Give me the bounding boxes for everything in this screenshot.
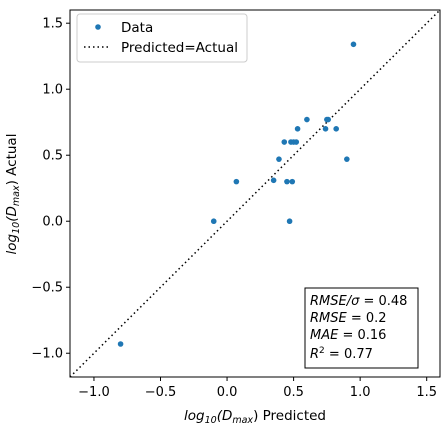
y-tick-label: −1.0: [31, 347, 63, 362]
x-axis-label: log10(Dmax) Predicted: [184, 408, 326, 426]
stats-r2: R2 = 0.77: [310, 346, 373, 362]
stats-box: RMSE/σ = 0.48 RMSE = 0.2 MAE = 0.16 R2 =…: [304, 287, 419, 369]
stats-rmse-sigma: RMSE/σ = 0.48: [310, 294, 407, 309]
data-point: [281, 139, 288, 145]
stats-mae: MAE = 0.16: [310, 328, 386, 343]
data-point: [294, 126, 301, 132]
x-tick-label: −1.0: [78, 385, 110, 400]
plot-frame: [69, 9, 441, 378]
x-tick-label: 0.5: [283, 385, 304, 400]
y-tick-label: 0.5: [42, 149, 63, 164]
data-points: [117, 41, 357, 347]
stats-rmse: RMSE = 0.2: [310, 311, 387, 326]
data-point: [293, 139, 300, 145]
y-axis-label: log10(Dmax) Actual: [4, 134, 22, 255]
data-point: [286, 218, 293, 225]
plot-area: [69, 9, 441, 378]
data-point: [344, 156, 350, 162]
y-axis-ticks: −1.0 −0.5 0.0 0.5 1.0 1.5: [31, 17, 70, 362]
data-point: [233, 178, 240, 185]
data-point: [304, 116, 310, 123]
x-tick-label: 0.0: [217, 385, 238, 400]
stats-frame: [304, 287, 419, 369]
data-point: [350, 41, 357, 48]
data-point: [284, 178, 290, 185]
legend-data-marker: [95, 24, 101, 30]
x-tick-label: −0.5: [145, 385, 177, 400]
x-tick-label: 1.5: [416, 385, 437, 400]
y-tick-label: 0.0: [42, 215, 63, 230]
legend-box: [76, 13, 248, 63]
y-tick-label: 1.5: [42, 17, 63, 32]
data-point: [325, 116, 332, 123]
legend-data-label: Data: [121, 20, 153, 36]
y-tick-label: −0.5: [31, 281, 63, 296]
x-tick-label: 1.0: [350, 385, 371, 400]
data-point: [289, 178, 296, 185]
data-point: [210, 218, 217, 225]
data-point: [276, 156, 282, 162]
data-point: [322, 126, 329, 132]
legend: Data Predicted=Actual: [76, 13, 248, 63]
legend-line-label: Predicted=Actual: [121, 40, 238, 56]
x-axis-ticks: −1.0 −0.5 0.0 0.5 1.0 1.5: [78, 377, 437, 400]
y-tick-label: 1.0: [42, 83, 63, 98]
data-point: [117, 341, 124, 347]
predicted-equals-actual-line: [69, 9, 441, 378]
data-point: [270, 177, 277, 184]
data-point: [333, 126, 339, 132]
